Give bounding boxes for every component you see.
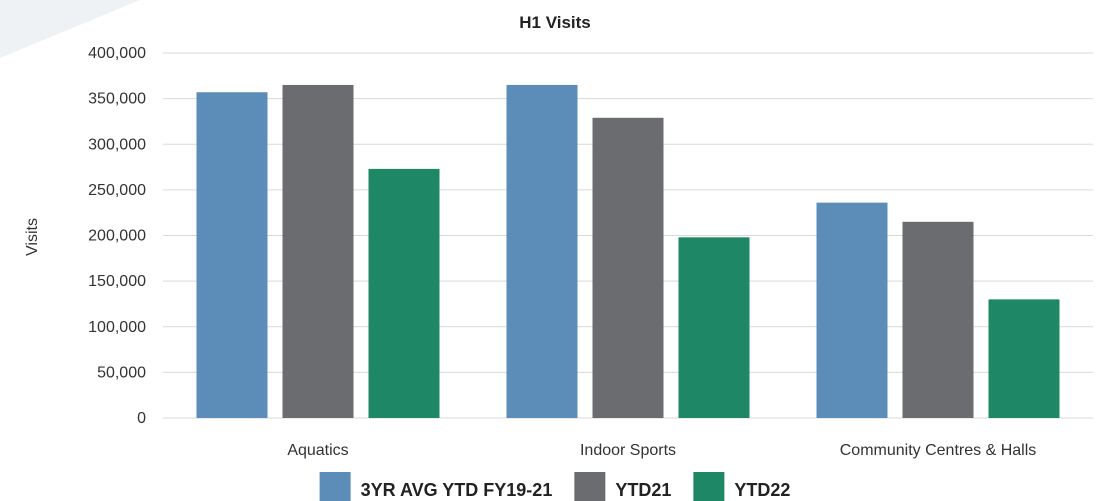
y-tick-label: 100,000 — [88, 319, 146, 336]
legend-swatch — [574, 472, 606, 501]
y-tick-label: 50,000 — [97, 364, 146, 381]
bar — [368, 168, 440, 418]
legend-swatch — [319, 472, 351, 501]
bar — [816, 202, 888, 418]
y-tick-label: 150,000 — [88, 273, 146, 290]
y-axis-label: Visits — [24, 218, 41, 256]
y-tick-label: 300,000 — [88, 136, 146, 153]
corner-decoration — [0, 0, 140, 58]
bar — [282, 84, 354, 418]
y-tick-label: 250,000 — [88, 182, 146, 199]
y-tick-label: 200,000 — [88, 228, 146, 245]
legend-label: 3YR AVG YTD FY19-21 — [361, 480, 553, 500]
y-tick-label: 350,000 — [88, 91, 146, 108]
bar — [506, 84, 578, 418]
bar — [988, 299, 1060, 418]
bars — [196, 84, 1060, 419]
x-category-label: Community Centres & Halls — [840, 442, 1037, 459]
legend-label: YTD22 — [734, 480, 790, 500]
chart-title: H1 Visits — [519, 13, 591, 32]
x-axis-categories: Aquatics Indoor Sports Community Centres &… — [287, 442, 1036, 459]
legend-label: YTD21 — [615, 480, 671, 500]
legend: 3YR AVG YTD FY19-21 YTD21 YTD22 — [319, 472, 790, 501]
y-tick-label: 0 — [137, 410, 146, 427]
bar — [678, 237, 750, 418]
y-tick-label: 400,000 — [88, 45, 146, 62]
legend-swatch — [693, 472, 725, 501]
x-category-label: Aquatics — [287, 442, 348, 459]
y-axis-ticks: 0 50,000 100,000 150,000 200,000 250,000 300,0… — [88, 45, 146, 427]
x-category-label: Indoor Sports — [580, 442, 676, 459]
bar — [902, 221, 974, 418]
bar — [592, 117, 664, 418]
bar — [196, 92, 268, 419]
